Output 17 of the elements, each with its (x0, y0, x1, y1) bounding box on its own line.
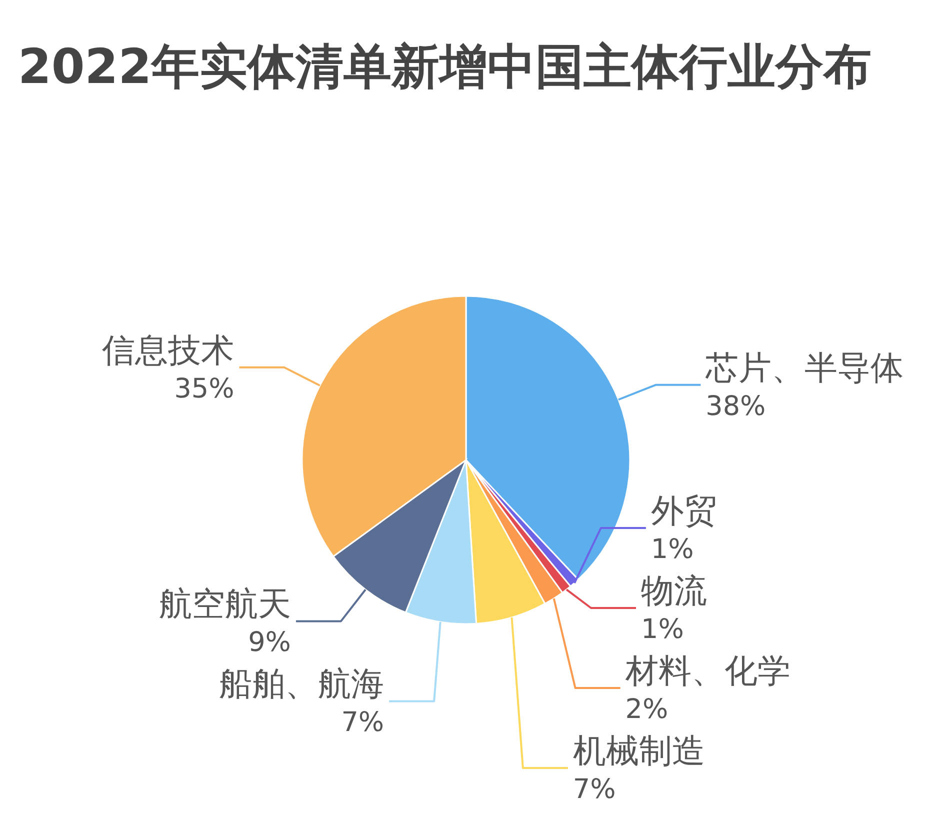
data-label: 7% (572, 774, 616, 805)
data-label: 7% (341, 707, 384, 738)
data-label: 1% (650, 534, 694, 565)
data-label: 35% (174, 373, 234, 404)
slice-label: 机械制造 (572, 731, 705, 770)
slice-label: 船舶、航海 (219, 664, 384, 704)
slice-label: 信息技术 (102, 330, 234, 370)
data-label: 1% (641, 614, 684, 645)
slice-label: 芯片、半导体 (704, 348, 904, 387)
data-label: 2% (625, 694, 668, 725)
chart-title: 2022年实体清单新增中国主体行业分布 (18, 39, 872, 95)
data-label: 9% (248, 627, 291, 658)
slice-label: 航空航天 (158, 584, 291, 624)
slice-label: 物流 (641, 571, 708, 610)
data-label: 38% (706, 390, 766, 422)
slice-label: 外贸 (650, 491, 717, 530)
slice-label: 材料、化学 (624, 651, 790, 690)
